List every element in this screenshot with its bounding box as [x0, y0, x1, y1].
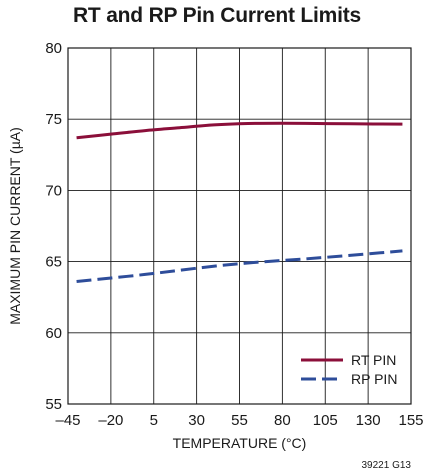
- legend: RT PIN RP PIN: [301, 352, 397, 387]
- plot-frame: [67, 47, 412, 405]
- figure-code: 39221 G13: [362, 460, 412, 471]
- chart-title: RT and RP Pin Current Limits: [72, 4, 362, 27]
- x-tick-label: –20: [98, 412, 123, 429]
- grid: [68, 48, 411, 404]
- x-tick-label: 30: [188, 412, 205, 429]
- y-tick-label: 80: [45, 40, 62, 57]
- legend-label: RT PIN: [351, 352, 396, 368]
- legend-label: RP PIN: [351, 371, 397, 387]
- x-axis-label: TEMPERATURE (°C): [173, 435, 307, 451]
- x-tick-label: 155: [398, 412, 423, 429]
- x-tick-label: 5: [150, 412, 158, 429]
- y-tick-label: 65: [45, 254, 62, 271]
- x-tick-label: 55: [231, 412, 248, 429]
- series-line-rt-pin: [76, 121, 403, 140]
- x-tick-label: 105: [313, 412, 338, 429]
- x-tick-label: –45: [55, 412, 80, 429]
- x-tick-label: 80: [274, 412, 291, 429]
- x-axis-ticks: –45 –20 5 30 55 80 105 130 155: [55, 412, 423, 429]
- series-line-rp-pin: [76, 249, 403, 284]
- y-tick-label: 75: [45, 111, 62, 128]
- series-layer: [76, 121, 403, 284]
- y-axis-label: MAXIMUM PIN CURRENT (µA): [7, 127, 23, 325]
- x-tick-label: 130: [356, 412, 381, 429]
- y-tick-label: 55: [45, 396, 62, 413]
- y-axis-ticks: 55 60 65 70 75 80: [45, 40, 62, 413]
- y-tick-label: 70: [45, 182, 62, 199]
- y-tick-label: 60: [45, 325, 62, 342]
